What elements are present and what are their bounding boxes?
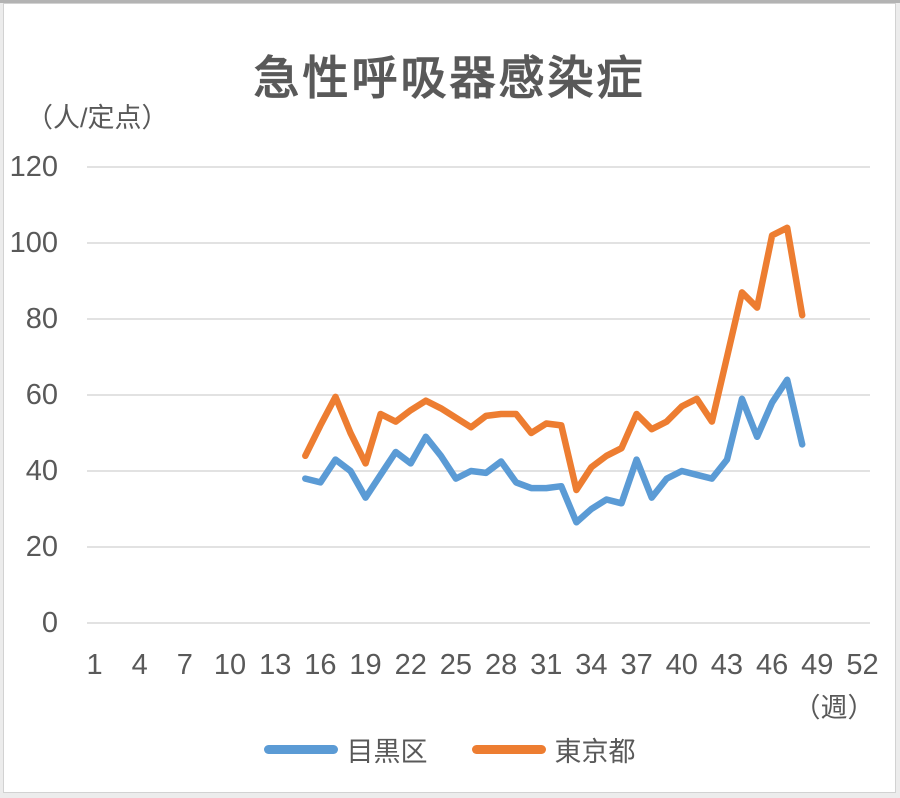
legend-item-meguro: 目黒区 [263, 730, 428, 769]
x-tick-label: 37 [620, 649, 653, 681]
plot-area [87, 166, 870, 624]
x-tick-label: 1 [86, 649, 103, 681]
legend-label-meguro: 目黒区 [346, 737, 428, 767]
legend-label-tokyo: 東京都 [554, 737, 636, 767]
x-tick-label: 25 [439, 649, 473, 681]
y-tick-label: 40 [25, 455, 58, 487]
x-tick-label: 19 [349, 649, 382, 681]
legend: 目黒区 東京都 [4, 730, 895, 769]
y-tick-label: 60 [25, 379, 58, 411]
x-tick-label: 22 [394, 649, 427, 681]
y-tick-label: 80 [25, 303, 58, 335]
legend-swatch-meguro-line [263, 745, 338, 754]
y-tick-label: 0 [41, 607, 58, 639]
legend-swatch-tokyo-line [471, 745, 546, 754]
x-tick-label: 52 [846, 649, 879, 681]
series-line-meguro [302, 376, 806, 526]
y-tick-label: 100 [9, 227, 58, 259]
window-top-edge [0, 0, 900, 3]
x-tick-label: 4 [131, 649, 148, 681]
chart-title: 急性呼吸器感染症 [253, 52, 646, 104]
x-tick-label: 28 [484, 649, 518, 681]
x-tick-label: 40 [665, 649, 698, 681]
x-tick-label: 31 [530, 649, 563, 681]
x-tick-label: 43 [710, 649, 744, 681]
x-tick-label: 34 [575, 649, 608, 681]
y-axis-unit-label: （人/定点） [26, 103, 169, 133]
legend-item-tokyo: 東京都 [471, 730, 636, 769]
series-line-tokyo [302, 224, 806, 494]
x-tick-label: 49 [801, 649, 834, 681]
x-tick-label: 10 [213, 649, 247, 681]
y-tick-label: 120 [9, 151, 58, 183]
x-tick-label: 13 [259, 649, 292, 681]
x-axis-unit-label: （週） [793, 693, 875, 723]
x-tick-label: 46 [755, 649, 789, 681]
y-tick-label: 20 [25, 531, 58, 563]
x-tick-label: 7 [176, 649, 193, 681]
x-tick-label: 16 [304, 649, 337, 681]
chart-card: 急性呼吸器感染症 （人/定点） （週） 目黒区 東京都 0 20 40 60 80 100… [3, 3, 896, 793]
